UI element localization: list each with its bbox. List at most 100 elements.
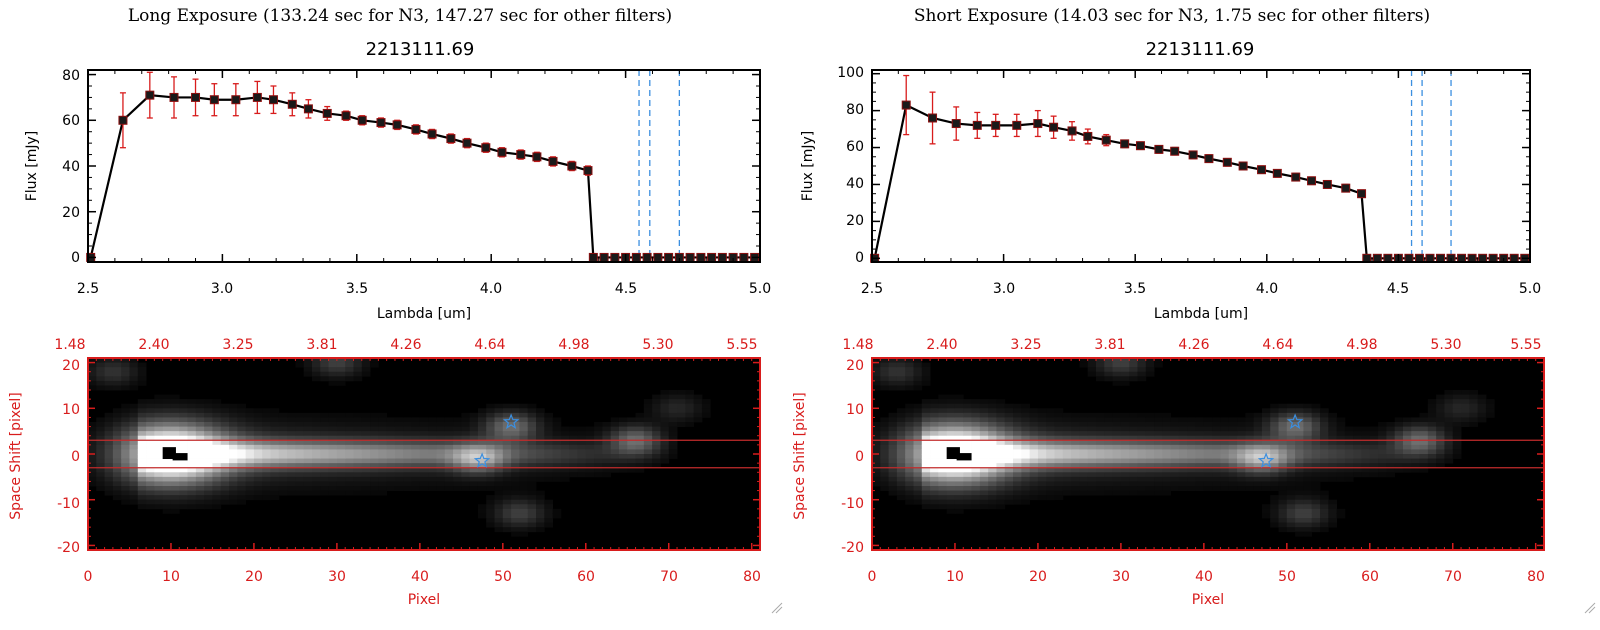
y-tick-label: 0 [71, 449, 80, 465]
image-pixel [930, 499, 939, 505]
image-pixel [1344, 444, 1354, 450]
image-pixel [179, 495, 188, 501]
image-pixel [1328, 435, 1337, 441]
image-pixel [511, 440, 520, 446]
image-pixel [1104, 463, 1113, 469]
image-pixel [1295, 412, 1304, 418]
image-pixel [1344, 463, 1354, 469]
image-pixel [1469, 408, 1479, 414]
image-pixel [1245, 458, 1255, 464]
image-pixel [104, 385, 114, 391]
image-pixel [1013, 476, 1022, 482]
image-pixel [1104, 417, 1113, 423]
image-pixel [253, 467, 263, 473]
image-pixel [486, 403, 495, 409]
image-pixel [527, 426, 537, 432]
image-pixel [552, 431, 562, 437]
image-pixel [1220, 476, 1230, 482]
image-pixel [577, 454, 587, 459]
image-pixel [1278, 513, 1288, 519]
image-pixel [1253, 440, 1263, 446]
image-pixel [921, 399, 931, 405]
image-pixel [436, 422, 446, 427]
image-pixel [938, 435, 948, 441]
image-pixel [652, 435, 661, 441]
image-pixel [1228, 463, 1238, 469]
image-pixel [1087, 454, 1097, 459]
image-pixel [220, 481, 230, 487]
image-pixel [295, 490, 305, 496]
image-pixel [403, 426, 412, 432]
image-pixel [121, 476, 130, 482]
image-pixel [872, 444, 881, 450]
image-pixel [229, 458, 238, 464]
image-pixel [1286, 527, 1296, 533]
image-pixel [378, 481, 388, 487]
image-pixel [1427, 458, 1437, 464]
image-pixel [204, 412, 213, 418]
x-tick-label: 5.0 [749, 281, 771, 297]
image-pixel [1220, 472, 1230, 478]
image-pixel [262, 417, 271, 423]
image-pixel [913, 499, 923, 505]
image-pixel [1270, 412, 1279, 418]
image-pixel [1021, 426, 1031, 432]
image-pixel [1004, 472, 1014, 478]
image-pixel [1452, 390, 1462, 395]
image-pixel [162, 481, 172, 487]
image-pixel [88, 440, 97, 446]
image-pixel [237, 486, 247, 491]
image-pixel [112, 458, 122, 464]
x-axis-label: Pixel [408, 592, 440, 608]
image-pixel [1212, 458, 1221, 464]
image-pixel [930, 408, 939, 414]
x-tick-label: 10 [162, 569, 180, 585]
image-pixel [444, 486, 454, 491]
image-pixel [1320, 412, 1329, 418]
image-pixel [511, 486, 520, 491]
image-pixel [1427, 412, 1437, 418]
image-pixel [1112, 435, 1122, 441]
image-pixel [453, 449, 462, 455]
image-pixel [345, 458, 354, 464]
image-pixel [204, 408, 213, 414]
image-pixel [378, 440, 388, 446]
image-pixel [1112, 358, 1122, 363]
image-pixel [312, 376, 321, 382]
image-pixel [971, 435, 981, 441]
image-pixel [104, 371, 114, 377]
image-pixel [536, 454, 545, 459]
image-pixel [104, 362, 114, 368]
image-pixel [162, 472, 172, 478]
image-pixel [1311, 522, 1321, 528]
image-pixel [195, 490, 205, 496]
image-pixel [954, 412, 964, 418]
image-pixel [1145, 412, 1155, 418]
image-pixel [560, 426, 570, 432]
resize-grip-icon[interactable] [1584, 602, 1596, 614]
image-pixel [121, 454, 130, 459]
image-pixel [1187, 454, 1196, 459]
image-pixel [938, 504, 948, 510]
image-pixel [469, 422, 479, 427]
image-pixel [204, 435, 213, 441]
image-pixel [1187, 422, 1196, 427]
image-pixel [954, 504, 964, 510]
x-tick-label: 40 [1195, 569, 1213, 585]
image-pixel [1145, 362, 1155, 368]
image-pixel [129, 486, 139, 491]
resize-grip-icon[interactable] [771, 602, 783, 614]
image-pixel [461, 431, 471, 437]
image-pixel [187, 458, 197, 464]
image-pixel [954, 458, 964, 464]
image-pixel [253, 412, 263, 418]
image-pixel [888, 435, 898, 441]
x-tick-label: 30 [1112, 569, 1130, 585]
image-pixel [229, 431, 238, 437]
image-pixel [461, 486, 471, 491]
image-pixel [486, 495, 495, 501]
image-pixel [1029, 431, 1039, 437]
image-pixel [444, 440, 454, 446]
image-pixel [1054, 481, 1064, 487]
image-pixel [519, 440, 529, 446]
